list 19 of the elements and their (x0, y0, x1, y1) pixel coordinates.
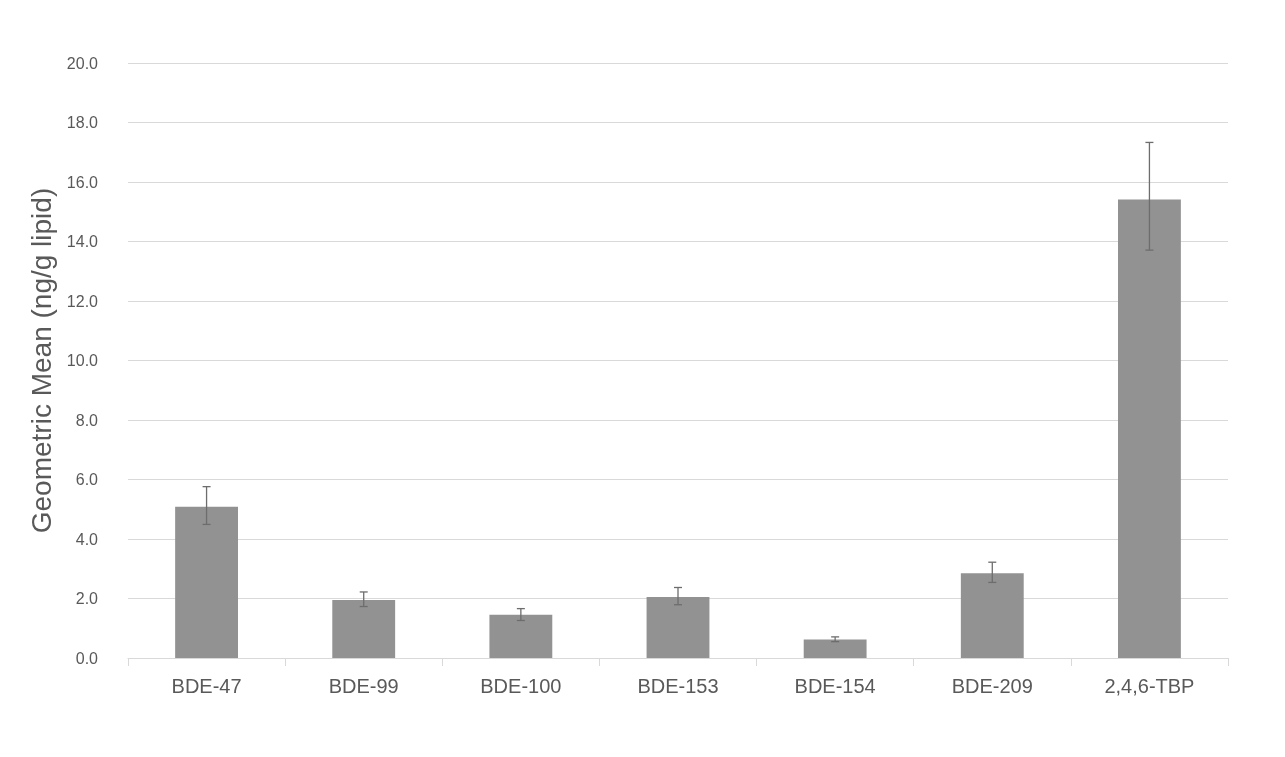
y-tick-label: 10.0 (66, 352, 99, 369)
x-tick-label: BDE-100 (480, 675, 562, 697)
y-tick-label: 20.0 (66, 54, 99, 72)
x-tick-label: 2,4,6-TBP (1104, 675, 1195, 697)
y-tick-label: 2.0 (75, 590, 99, 607)
x-tick-label: BDE-154 (794, 675, 876, 697)
y-tick-label: 14.0 (66, 233, 99, 250)
y-tick-label: 0.0 (75, 649, 99, 667)
y-tick-label: 16.0 (66, 173, 99, 191)
y-axis-title: Geometric Mean (ng/g lipid) (26, 187, 58, 534)
y-tick-label: 6.0 (75, 471, 99, 488)
x-tick-label: BDE-153 (637, 675, 719, 697)
x-tick-label: BDE-99 (328, 675, 399, 697)
y-tick-label: 8.0 (75, 411, 99, 429)
x-tick-label: BDE-47 (171, 675, 242, 697)
y-tick-label: 12.0 (66, 292, 99, 310)
y-tick-label: 4.0 (75, 530, 99, 548)
y-tick-label: 18.0 (66, 114, 99, 131)
x-tick-label: BDE-209 (951, 675, 1033, 697)
